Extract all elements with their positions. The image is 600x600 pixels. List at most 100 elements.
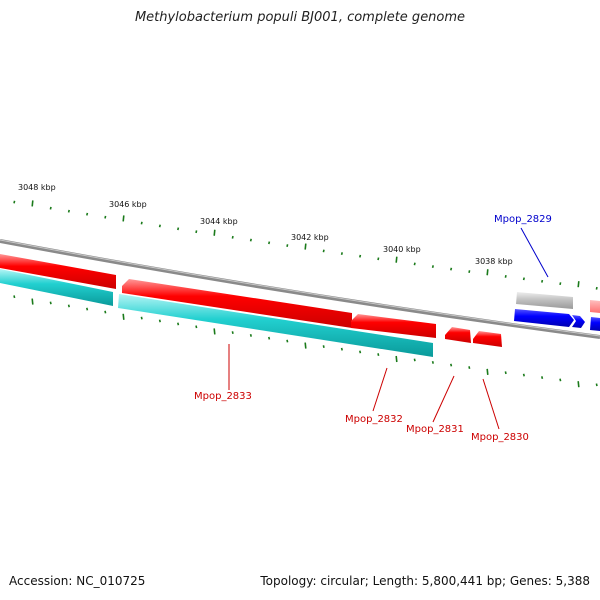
minor-tick	[522, 277, 525, 281]
minor-tick	[541, 279, 544, 283]
gene-label-mpop-2832[interactable]: Mpop_2832	[345, 414, 403, 425]
minor-tick	[377, 257, 380, 261]
major-tick	[395, 355, 398, 363]
minor-tick	[413, 262, 416, 266]
major-tick	[486, 269, 489, 276]
inner-scale-ticks	[13, 295, 598, 388]
minor-tick	[322, 345, 325, 348]
minor-tick	[49, 301, 52, 305]
cds-arrow-edge[interactable]	[590, 317, 600, 331]
major-tick	[486, 368, 489, 375]
map-title: Methylobacterium populi BJ001, complete …	[134, 10, 466, 25]
tick-label: 3046 kbp	[109, 200, 147, 209]
minor-tick	[195, 325, 198, 329]
minor-tick	[158, 224, 161, 228]
leader-line-mpop-2829	[520, 227, 549, 278]
genome-summary-text: Topology: circular; Length: 5,800,441 bp…	[260, 574, 590, 588]
minor-tick	[13, 295, 16, 299]
accession-text: Accession: NC_010725	[9, 574, 146, 588]
major-tick	[304, 243, 307, 250]
leader-line-mpop-2832	[372, 367, 388, 412]
minor-tick	[559, 378, 562, 382]
minor-tick	[177, 227, 180, 231]
gene-label-mpop-2833[interactable]: Mpop_2833	[194, 391, 252, 402]
minor-tick	[195, 230, 198, 234]
minor-tick	[177, 322, 180, 326]
major-tick	[122, 215, 125, 222]
minor-tick	[450, 363, 453, 367]
minor-tick	[158, 319, 161, 323]
minor-tick	[504, 371, 507, 375]
major-tick	[213, 328, 216, 335]
minor-tick	[67, 209, 70, 213]
minor-tick	[431, 265, 434, 268]
minor-tick	[286, 244, 289, 248]
cds-arrow[interactable]	[0, 254, 116, 289]
minor-tick	[268, 241, 271, 245]
tick-label: 3048 kbp	[18, 183, 56, 192]
minor-tick	[104, 215, 107, 219]
major-tick	[122, 313, 125, 320]
gene-label-mpop-2830[interactable]: Mpop_2830	[471, 432, 529, 443]
tick-label: 3038 kbp	[475, 257, 513, 266]
cds-arrow-reverse-long[interactable]	[118, 294, 433, 357]
leader-line-mpop-2830	[482, 378, 500, 430]
gene-label-mpop-2831[interactable]: Mpop_2831	[406, 424, 464, 435]
genome-backbone	[0, 239, 600, 339]
minor-tick	[431, 361, 434, 364]
major-tick	[213, 229, 216, 236]
minor-tick	[268, 336, 271, 340]
major-tick	[31, 298, 34, 305]
leader-line-mpop-2831	[432, 375, 455, 423]
cds-arrow-reverse[interactable]	[0, 269, 113, 306]
minor-tick	[468, 270, 471, 273]
minor-tick	[359, 350, 362, 354]
minor-tick	[359, 254, 362, 258]
major-tick	[577, 281, 580, 288]
minor-tick	[231, 331, 234, 335]
tick-label: 3042 kbp	[291, 233, 329, 242]
minor-tick	[286, 339, 289, 343]
minor-tick	[468, 366, 471, 370]
cds-arrow-small[interactable]	[572, 315, 585, 328]
minor-tick	[249, 238, 252, 242]
forward-cds-track	[0, 254, 600, 347]
cds-arrow-mpop-2830[interactable]	[473, 331, 502, 347]
cds-arrow-mpop-2831[interactable]	[445, 327, 471, 343]
cds-arrow-gray[interactable]	[516, 292, 573, 309]
minor-tick	[86, 307, 89, 311]
minor-tick	[541, 376, 544, 379]
genome-backbone-highlight	[0, 239, 600, 337]
minor-tick	[231, 235, 234, 239]
minor-tick	[595, 383, 598, 387]
gene-label-mpop-2829[interactable]: Mpop_2829	[494, 214, 552, 225]
reverse-cds-track	[0, 269, 433, 357]
minor-tick	[86, 212, 89, 216]
minor-tick	[49, 206, 52, 210]
tick-label: 3044 kbp	[200, 217, 238, 226]
major-tick	[304, 342, 307, 349]
minor-tick	[522, 373, 525, 377]
minor-tick	[249, 333, 252, 337]
minor-tick	[450, 267, 453, 271]
minor-tick	[340, 347, 343, 351]
major-tick	[577, 381, 580, 388]
cds-arrow-mpop-2829[interactable]	[514, 309, 574, 327]
tick-label: 3040 kbp	[383, 245, 421, 254]
minor-tick	[595, 286, 598, 290]
minor-tick	[340, 252, 343, 256]
cds-arrow-mpop-2833[interactable]	[122, 279, 352, 328]
major-tick	[31, 200, 34, 207]
minor-tick	[559, 282, 562, 286]
minor-tick	[104, 310, 107, 314]
minor-tick	[140, 221, 143, 225]
minor-tick	[140, 316, 143, 320]
major-tick	[395, 256, 398, 263]
cds-arrow-pink[interactable]	[590, 300, 600, 313]
minor-tick	[13, 200, 16, 204]
minor-tick	[377, 353, 380, 357]
minor-tick	[67, 304, 70, 308]
cds-arrow-mpop-2832[interactable]	[351, 314, 436, 338]
minor-tick	[504, 275, 507, 278]
